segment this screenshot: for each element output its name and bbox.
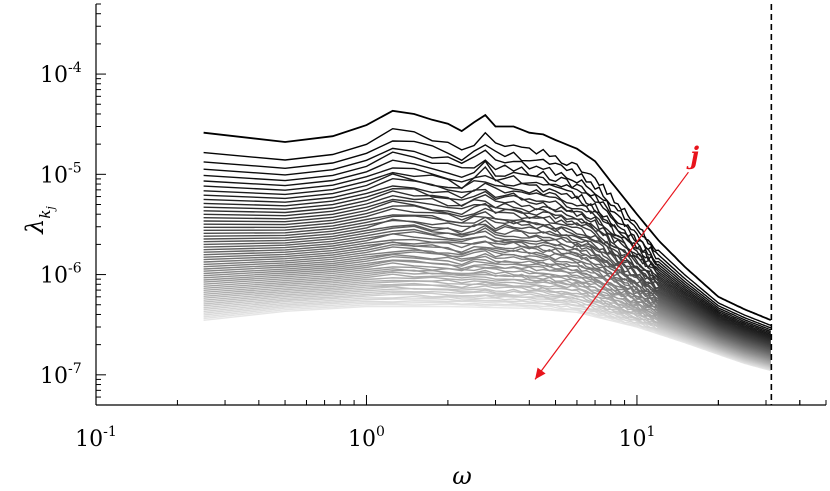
y-tick-label: 10-5 xyxy=(40,160,82,188)
axes-layer: 10-1 100 101 10-7 10-6 10-5 10-4 xyxy=(40,3,827,452)
series-line-j17 xyxy=(203,205,772,346)
series-line-j19 xyxy=(203,214,772,347)
series-line-j7 xyxy=(203,165,772,336)
series-line-j3 xyxy=(203,140,772,329)
annotation-layer: j xyxy=(534,141,699,380)
series-line-j13 xyxy=(203,190,772,342)
y-tick-label: 10-7 xyxy=(40,361,82,389)
series-line-j23 xyxy=(203,224,772,351)
arrow-head-icon xyxy=(535,367,546,380)
x-axis-label: ω xyxy=(452,462,472,490)
series-line-j5 xyxy=(203,151,772,333)
svg-text:λkj: λkj xyxy=(21,206,57,235)
series-line-j11 xyxy=(203,185,772,340)
series-line-j18 xyxy=(203,207,772,347)
series-line-j9 xyxy=(203,173,772,338)
y-axis-label: λkj xyxy=(21,206,57,235)
x-tick-label: 101 xyxy=(618,424,655,452)
y-tick-label: 10-6 xyxy=(40,261,82,289)
series-line-j4 xyxy=(203,147,772,331)
series-line-j16 xyxy=(203,200,772,345)
series-layer xyxy=(203,109,772,372)
series-line-j24 xyxy=(203,225,772,351)
series-line-j15 xyxy=(203,198,772,344)
labels-layer: ω λkj xyxy=(21,206,472,490)
series-line-j6 xyxy=(203,159,772,334)
series-line-j10 xyxy=(203,177,772,339)
series-line-j22 xyxy=(203,218,772,350)
j-direction-arrow xyxy=(534,171,689,380)
series-line-j1 xyxy=(203,109,772,321)
series-line-j20 xyxy=(203,215,772,348)
annotation-j-label: j xyxy=(686,141,699,170)
series-line-j2 xyxy=(203,127,772,327)
series-line-j8 xyxy=(203,171,772,337)
x-tick-label: 100 xyxy=(348,424,385,452)
series-line-j14 xyxy=(203,194,772,343)
x-tick-label: 10-1 xyxy=(75,424,117,452)
y-tick-label: 10-4 xyxy=(40,60,82,88)
